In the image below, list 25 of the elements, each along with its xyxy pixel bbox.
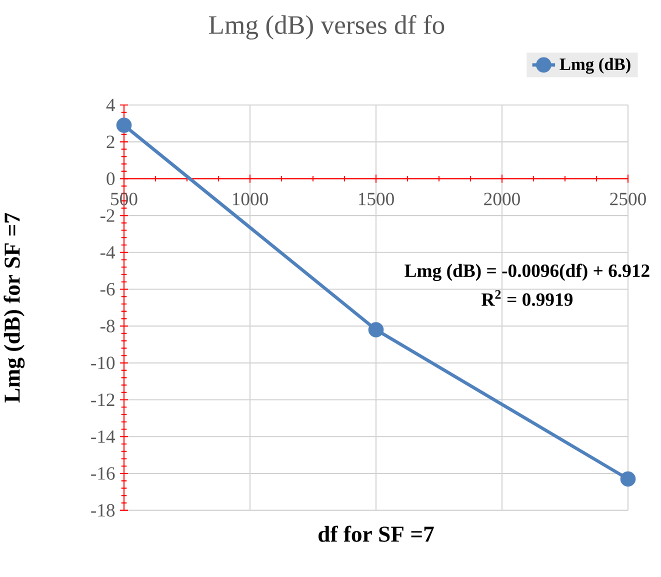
x-tick-label: 2000: [484, 192, 520, 206]
y-tick-label: -14: [91, 430, 116, 443]
y-tick-label: -6: [100, 282, 115, 296]
legend-label: Lmg (dB): [560, 58, 630, 74]
y-tick-label: 2: [106, 136, 114, 148]
y-tick-label: -18: [91, 504, 115, 517]
y-tick-label: -10: [91, 356, 115, 370]
y-tick-label: 0: [106, 172, 115, 185]
point: [620, 471, 636, 487]
y-tick-label: 4: [106, 98, 116, 112]
point: [368, 322, 384, 338]
annotation: Lmg (dB) = -0.0096(df) + 6.912: [404, 264, 650, 281]
y-tick-label: -2: [100, 209, 114, 222]
y-tick-label: -8: [100, 320, 115, 332]
x-tick-label: 1500: [358, 192, 394, 206]
x-tick-label: 2500: [610, 192, 646, 206]
chart-title: Lmg (dB) verses df fo: [208, 15, 444, 40]
x-tick-label: 1000: [232, 192, 268, 206]
y-axis-title: Lmg (dB) for SF =7: [4, 212, 25, 402]
y-tick-label: -4: [100, 246, 116, 259]
annotation: R$^{2}$ = 0.9919: [482, 290, 573, 306]
x-axis-title: df for SF =7: [318, 526, 434, 542]
y-tick-label: -16: [91, 467, 115, 480]
y-tick-label: -12: [91, 394, 114, 406]
point: [116, 118, 132, 133]
